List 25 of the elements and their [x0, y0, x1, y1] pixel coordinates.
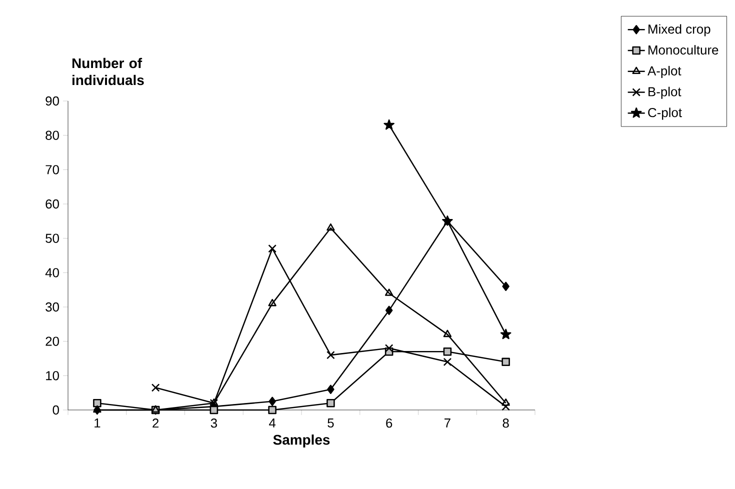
- y-tick-label: 90: [46, 96, 59, 106]
- x-tick-label: 2: [152, 418, 159, 428]
- y-tick-label: 80: [46, 130, 59, 140]
- y-tick-label: 20: [46, 336, 59, 346]
- y-tick-label: 30: [46, 302, 59, 312]
- x-tick-label: 1: [94, 418, 100, 428]
- y-tick-label: 70: [46, 165, 59, 174]
- legend-label: A-plot: [648, 66, 682, 78]
- y-tick-label: 60: [46, 199, 59, 209]
- x-tick-label: 6: [386, 418, 392, 428]
- y-tick-label: 0: [52, 405, 59, 415]
- x-tick-label: 4: [269, 418, 276, 428]
- x-axis-title: Samples: [273, 434, 330, 448]
- legend-label: C-plot: [648, 108, 682, 120]
- legend-label: Mixed crop: [648, 24, 710, 36]
- y-tick-label: 50: [46, 234, 59, 243]
- x-tick-label: 3: [210, 418, 217, 428]
- x-tick-label: 8: [502, 418, 509, 428]
- legend-label: Monoculture: [648, 45, 718, 55]
- legend-label: B-plot: [648, 86, 682, 99]
- y-tick-label: 10: [46, 371, 59, 380]
- x-tick-label: 7: [444, 418, 450, 428]
- x-tick-label: 5: [328, 418, 334, 428]
- y-axis-title: Number of individuals: [72, 58, 144, 86]
- y-tick-label: 40: [45, 268, 59, 278]
